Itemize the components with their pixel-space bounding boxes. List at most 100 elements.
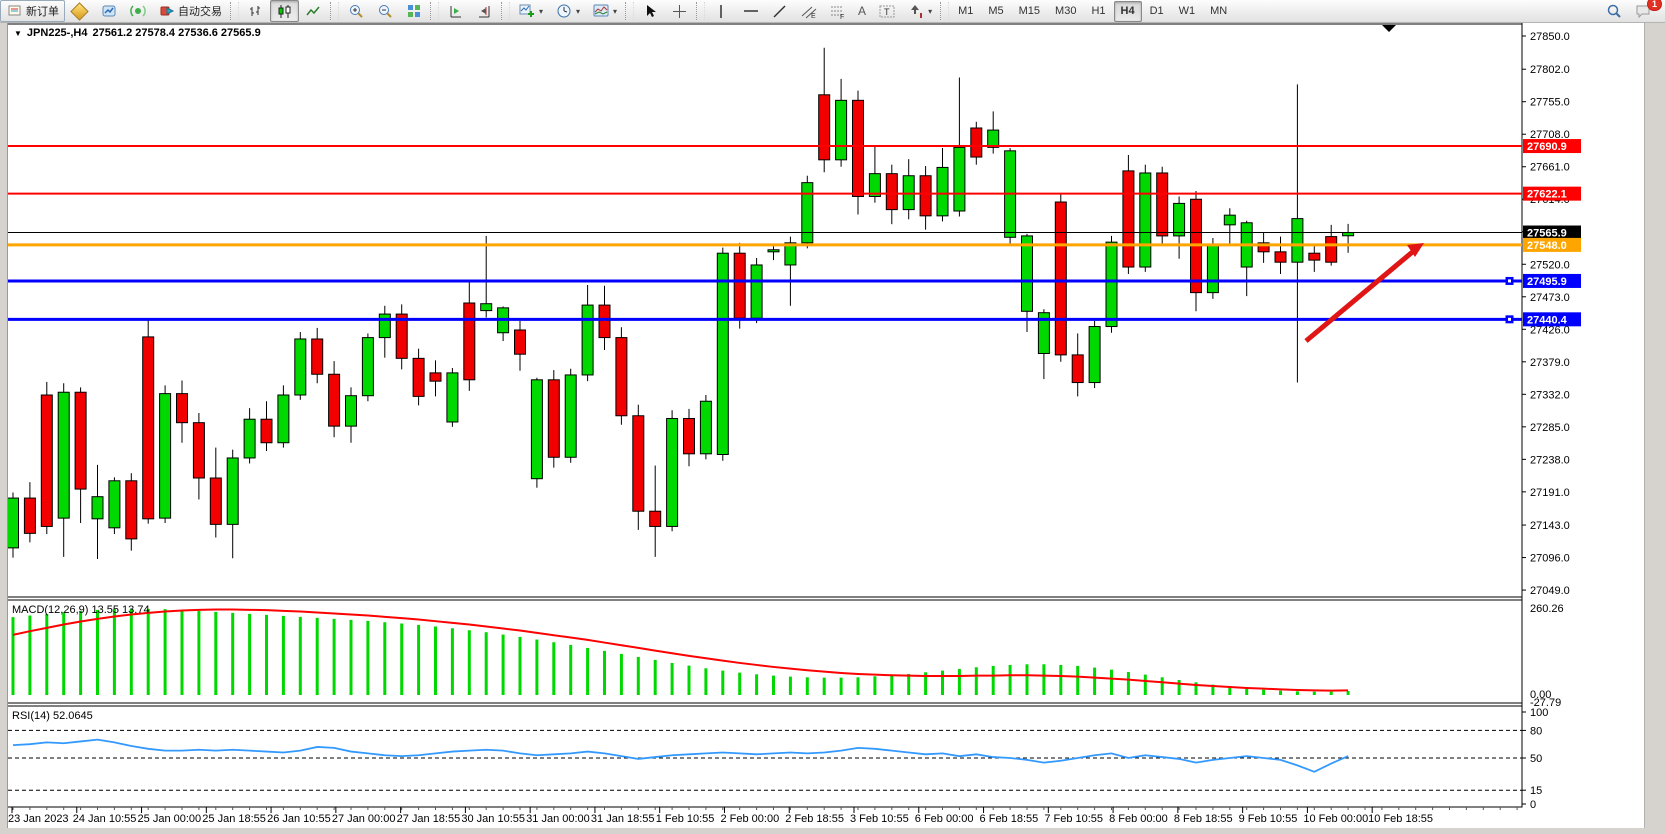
crosshair-icon xyxy=(671,3,688,20)
bar-chart-button[interactable] xyxy=(241,0,270,22)
time-axis-label: 9 Feb 10:55 xyxy=(1239,813,1298,825)
timeframe-h4[interactable]: H4 xyxy=(1113,0,1142,22)
candlestick xyxy=(581,285,594,382)
window-right-edge xyxy=(1644,23,1665,834)
candlestick xyxy=(125,473,138,551)
candlestick xyxy=(1122,154,1135,274)
horizontal-line-icon xyxy=(742,3,759,20)
fibonacci-icon: F xyxy=(829,3,846,20)
step-back-button[interactable] xyxy=(470,0,499,22)
cursor-button[interactable] xyxy=(636,0,665,22)
time-axis-label: 30 Jan 10:55 xyxy=(461,813,525,825)
candlestick xyxy=(1173,196,1186,259)
arrange-charts-button[interactable] xyxy=(441,0,470,22)
toolbar-separator xyxy=(330,2,339,20)
autotrading-button[interactable]: 自动交易 xyxy=(152,0,228,22)
time-axis-label: 6 Feb 00:00 xyxy=(915,813,974,825)
chart-canvas[interactable]: 27850.027802.027755.027708.027661.027614… xyxy=(0,23,1665,834)
indicators-button[interactable]: ▾ xyxy=(512,0,549,22)
candlestick xyxy=(1071,333,1084,397)
price-tick-label: 27332.0 xyxy=(1530,389,1570,401)
tile-windows-button[interactable] xyxy=(399,0,428,22)
candlestick xyxy=(530,377,543,488)
timeframe-group: M1 M5 M15 M30 H1 H4 D1 W1 MN xyxy=(951,0,1234,22)
candlestick xyxy=(40,381,53,535)
horizontal-line-button[interactable] xyxy=(736,0,765,22)
price-badge-label: 27440.4 xyxy=(1527,314,1568,326)
candlestick xyxy=(666,410,679,532)
timeframe-h1[interactable]: H1 xyxy=(1091,5,1106,17)
ohlc-values: 27561.2 27578.4 27536.6 27565.9 xyxy=(92,27,261,39)
main-chart-panel[interactable] xyxy=(6,23,1523,598)
text-button[interactable]: A xyxy=(852,0,872,22)
chevron-down-icon[interactable]: ▼ xyxy=(14,28,22,38)
candlestick-button[interactable] xyxy=(270,0,299,22)
fibonacci-button[interactable]: F xyxy=(823,0,852,22)
new-order-button[interactable]: 新订单 xyxy=(0,0,65,22)
candlestick xyxy=(818,47,831,173)
candlestick xyxy=(564,368,577,463)
rsi-panel[interactable] xyxy=(6,705,1523,808)
history-center-button[interactable] xyxy=(94,0,123,22)
candlestick xyxy=(801,175,814,249)
notifications-button[interactable]: 1 xyxy=(1628,0,1662,22)
timeframe-mn[interactable]: MN xyxy=(1210,5,1228,17)
trendline-button[interactable] xyxy=(765,0,794,22)
search-button[interactable] xyxy=(1599,0,1628,22)
macd-panel[interactable] xyxy=(6,599,1523,704)
price-badge-label: 27622.1 xyxy=(1527,189,1567,201)
text-label-button[interactable]: T xyxy=(872,0,901,22)
price-tick-label: 27755.0 xyxy=(1530,97,1570,109)
periods-button[interactable]: ▾ xyxy=(549,0,586,22)
vertical-line-button[interactable] xyxy=(707,0,736,22)
price-tick-label: 27143.0 xyxy=(1530,520,1570,532)
candlestick xyxy=(209,447,222,538)
time-axis-label: 25 Jan 00:00 xyxy=(138,813,202,825)
crosshair-button[interactable] xyxy=(665,0,694,22)
trend-arrow-line[interactable] xyxy=(1304,247,1418,343)
macd-axis-label: -27.79 xyxy=(1530,697,1561,709)
line-handle-dot xyxy=(1508,317,1511,321)
zoom-out-icon xyxy=(376,3,393,20)
price-badge-label: 27495.9 xyxy=(1527,276,1567,288)
signal-button[interactable] xyxy=(123,0,152,22)
candlestick xyxy=(632,404,645,530)
toolbar-separator xyxy=(501,2,510,20)
rsi-axis-label: 50 xyxy=(1530,753,1542,765)
trend-arrow-head xyxy=(1407,243,1424,257)
rsi-axis-label: 80 xyxy=(1530,725,1542,737)
zoom-out-button[interactable] xyxy=(370,0,399,22)
arrows-button[interactable]: ▾ xyxy=(901,0,938,22)
time-axis-label: 7 Feb 10:55 xyxy=(1044,813,1103,825)
timeframe-m15[interactable]: M15 xyxy=(1018,5,1041,17)
timeframe-d1[interactable]: D1 xyxy=(1149,5,1164,17)
line-chart-icon xyxy=(305,3,322,20)
timeframe-m5[interactable]: M5 xyxy=(988,5,1004,17)
candlestick xyxy=(361,333,374,402)
chart-shift-marker[interactable] xyxy=(1382,25,1396,32)
time-axis-label: 10 Feb 00:00 xyxy=(1303,813,1368,825)
timeframe-m30[interactable]: M30 xyxy=(1055,5,1077,17)
templates-button[interactable]: ▾ xyxy=(586,0,623,22)
price-tick-label: 27850.0 xyxy=(1530,31,1570,43)
zoom-in-button[interactable] xyxy=(341,0,370,22)
timeframe-w1[interactable]: W1 xyxy=(1178,5,1196,17)
time-axis-label: 25 Jan 18:55 xyxy=(202,813,266,825)
chevron-down-icon: ▾ xyxy=(613,6,618,16)
equidistant-channel-button[interactable]: E xyxy=(794,0,823,22)
line-chart-button[interactable] xyxy=(299,0,328,22)
toolbar-separator xyxy=(230,2,239,20)
gold-bar-button[interactable] xyxy=(65,0,94,22)
price-tick-label: 27379.0 xyxy=(1530,357,1570,369)
cursor-icon xyxy=(642,3,659,20)
candlestick xyxy=(970,121,983,165)
price-badge-label: 27548.0 xyxy=(1527,240,1567,252)
new-order-icon xyxy=(6,3,23,20)
timeframe-m1[interactable]: M1 xyxy=(958,5,974,17)
text-label-icon: T xyxy=(878,3,895,20)
candlestick xyxy=(1004,148,1017,244)
price-tick-label: 27426.0 xyxy=(1530,324,1570,336)
price-tick-label: 27661.0 xyxy=(1530,162,1570,174)
candlestick xyxy=(142,319,155,524)
new-order-label: 新订单 xyxy=(26,6,59,18)
